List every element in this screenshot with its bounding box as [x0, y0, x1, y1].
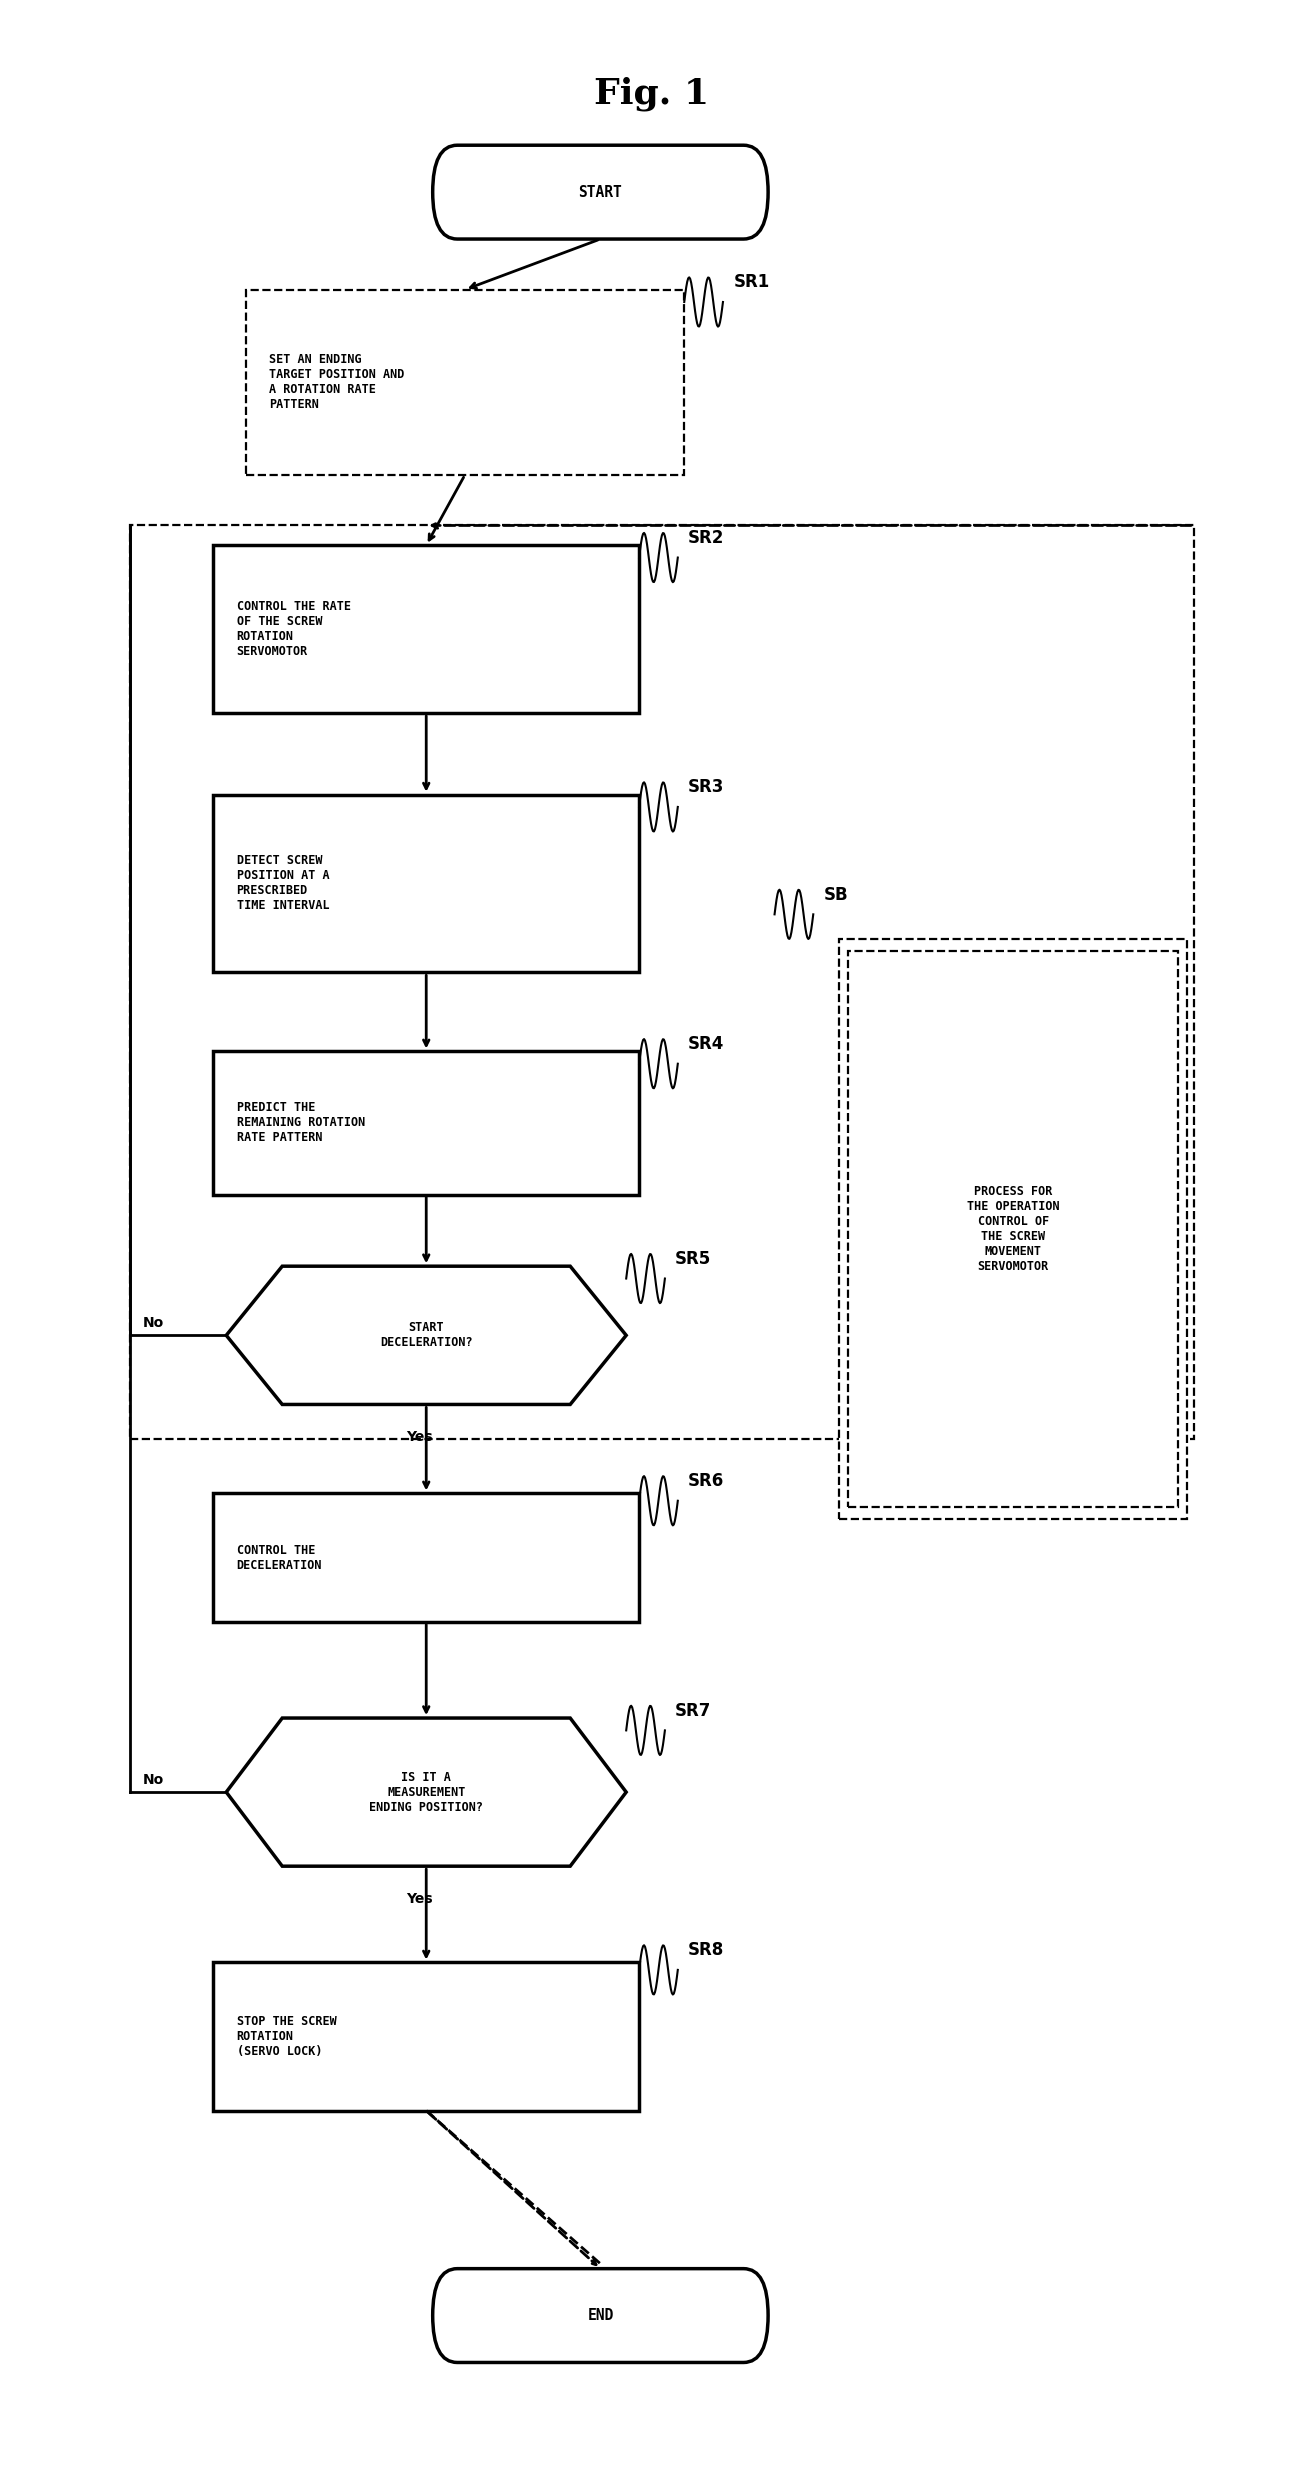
Text: Yes: Yes	[407, 1892, 433, 1907]
Text: SR7: SR7	[675, 1701, 712, 1721]
Polygon shape	[227, 1718, 626, 1867]
Text: SR6: SR6	[689, 1472, 725, 1490]
Text: START: START	[579, 184, 622, 199]
Text: SR2: SR2	[689, 529, 725, 546]
Text: SR8: SR8	[689, 1942, 725, 1959]
Bar	[214, 546, 639, 713]
Bar	[214, 795, 639, 973]
FancyBboxPatch shape	[433, 2269, 768, 2361]
Bar	[245, 291, 685, 474]
Text: SR5: SR5	[675, 1249, 712, 1269]
Text: START
DECELERATION?: START DECELERATION?	[379, 1321, 472, 1348]
Text: No: No	[142, 1316, 164, 1331]
Text: No: No	[142, 1773, 164, 1788]
Text: PREDICT THE
REMAINING ROTATION
RATE PATTERN: PREDICT THE REMAINING ROTATION RATE PATT…	[236, 1102, 365, 1145]
Bar	[848, 951, 1179, 1507]
Text: SET AN ENDING
TARGET POSITION AND
A ROTATION RATE
PATTERN: SET AN ENDING TARGET POSITION AND A ROTA…	[269, 353, 404, 412]
Text: CONTROL THE RATE
OF THE SCREW
ROTATION
SERVOMOTOR: CONTROL THE RATE OF THE SCREW ROTATION S…	[236, 601, 351, 658]
Text: CONTROL THE
DECELERATION: CONTROL THE DECELERATION	[236, 1544, 322, 1572]
Bar	[129, 526, 1194, 1440]
Bar	[838, 939, 1188, 1520]
Bar	[214, 1492, 639, 1621]
Text: SR3: SR3	[689, 777, 725, 797]
Text: IS IT A
MEASUREMENT
ENDING POSITION?: IS IT A MEASUREMENT ENDING POSITION?	[369, 1770, 484, 1813]
Text: PROCESS FOR
THE OPERATION
CONTROL OF
THE SCREW
MOVEMENT
SERVOMOTOR: PROCESS FOR THE OPERATION CONTROL OF THE…	[968, 1184, 1060, 1274]
Bar	[214, 1050, 639, 1194]
Text: SB: SB	[824, 886, 848, 904]
Text: SR1: SR1	[733, 273, 769, 291]
Bar	[214, 1962, 639, 2111]
Text: DETECT SCREW
POSITION AT A
PRESCRIBED
TIME INTERVAL: DETECT SCREW POSITION AT A PRESCRIBED TI…	[236, 854, 329, 911]
Polygon shape	[227, 1266, 626, 1405]
FancyBboxPatch shape	[433, 144, 768, 238]
Text: END: END	[587, 2309, 613, 2324]
Text: Yes: Yes	[407, 1430, 433, 1445]
Text: Fig. 1: Fig. 1	[595, 77, 709, 112]
Text: STOP THE SCREW
ROTATION
(SERVO LOCK): STOP THE SCREW ROTATION (SERVO LOCK)	[236, 2016, 336, 2058]
Text: SR4: SR4	[689, 1035, 725, 1053]
